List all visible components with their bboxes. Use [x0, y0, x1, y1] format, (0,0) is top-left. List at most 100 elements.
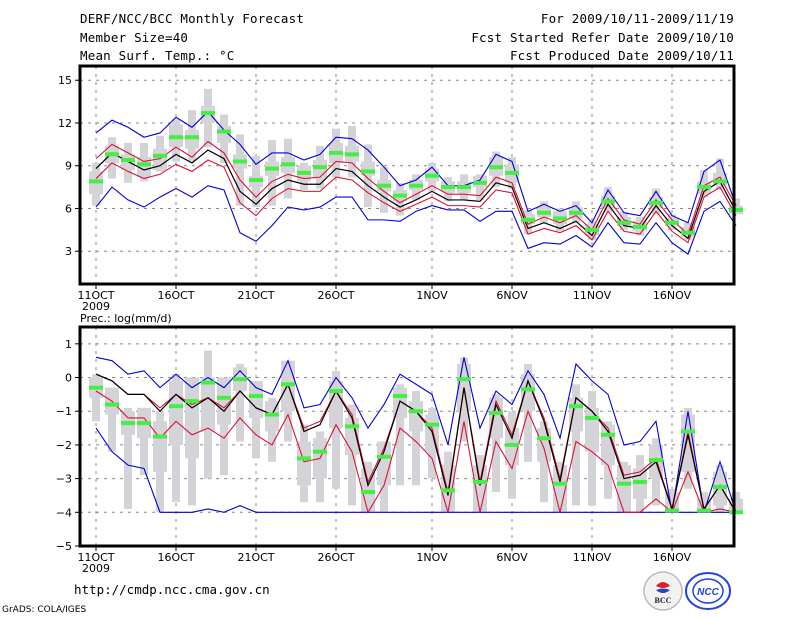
precip-xtick-label: 21OCT — [237, 551, 274, 564]
precip-year-label: 2009 — [82, 562, 110, 575]
temp-median-marker — [217, 129, 231, 134]
temp-median-marker — [265, 166, 279, 171]
precip-whisker-bar — [108, 387, 116, 452]
precip-median-marker — [105, 402, 119, 407]
precip-median-marker — [553, 481, 567, 486]
precip-median-marker — [457, 377, 471, 382]
temp-ytick-label: 3 — [65, 245, 72, 258]
temp-median-marker — [681, 230, 695, 235]
temp-xtick-label: 11OCT — [77, 289, 114, 302]
precip-median-marker — [633, 479, 647, 484]
precip-median-marker — [137, 421, 151, 426]
temp-median-marker — [329, 150, 343, 155]
precip-xtick-label: 16NOV — [653, 551, 692, 564]
precip-median-marker — [217, 395, 231, 400]
forecast-period: For 2009/10/11-2009/11/19 — [540, 11, 734, 26]
precip-median-marker — [505, 442, 519, 447]
precip-median-marker — [665, 508, 679, 513]
temp-xtick-label: 16OCT — [157, 289, 194, 302]
temp-ytick-label: 15 — [58, 74, 72, 87]
bcc-logo: BCC — [643, 571, 683, 611]
precip-median-marker — [297, 456, 311, 461]
temp-median-marker — [633, 225, 647, 230]
precip-median-marker — [489, 410, 503, 415]
temp-median-marker — [137, 162, 151, 167]
precip-median-marker — [649, 458, 663, 463]
bcc-logo-text: BCC — [655, 596, 672, 605]
temp-median-marker — [297, 170, 311, 175]
temp-median-marker — [249, 177, 263, 182]
temp-plot-frame — [78, 64, 736, 286]
precip-median-marker — [713, 485, 727, 490]
precip-median-marker — [329, 389, 343, 394]
temp-box — [137, 157, 151, 178]
precip-xtick-label: 6NOV — [496, 551, 528, 564]
precip-median-marker — [393, 394, 407, 399]
temp-box — [185, 130, 199, 149]
chart-title: DERF/NCC/BCC Monthly Forecast — [80, 11, 305, 26]
temp-median-marker — [377, 183, 391, 188]
precip-ytick-label: −3 — [56, 473, 72, 486]
precip-median-marker — [697, 508, 711, 513]
precip-whisker-bar — [220, 380, 228, 476]
temp-median-marker — [585, 227, 599, 232]
temp-xtick-label: 1NOV — [416, 289, 448, 302]
precip-whisker-bar — [252, 380, 260, 459]
precip-box — [617, 465, 631, 513]
temp-median-marker — [617, 220, 631, 225]
precip-median-marker — [521, 387, 535, 392]
temp-median-marker — [409, 183, 423, 188]
variable-label: Mean Surf. Temp.: °C — [80, 48, 235, 63]
precip-ytick-label: −4 — [56, 506, 72, 519]
temp-mean-line — [95, 149, 737, 240]
precip-ytick-label: −2 — [56, 439, 72, 452]
precip-box — [217, 377, 231, 425]
temp-median-marker — [505, 170, 519, 175]
temp-median-marker — [89, 179, 103, 184]
precip-median-marker — [281, 382, 295, 387]
precip-median-marker — [121, 421, 135, 426]
member-size-label: Member Size=40 — [80, 30, 189, 45]
precip-box — [169, 380, 183, 445]
precip-box — [473, 465, 487, 513]
temp-median-marker — [185, 135, 199, 140]
precip-median-marker — [409, 409, 423, 414]
precip-median-marker — [345, 424, 359, 429]
ncc-logo: NCC — [685, 572, 731, 610]
temp-median-marker — [233, 159, 247, 164]
temp-median-marker — [425, 173, 439, 178]
temp-median-marker — [649, 200, 663, 205]
temp-median-marker — [345, 152, 359, 157]
precip-box — [249, 380, 263, 418]
precip-median-marker — [729, 510, 743, 515]
precip-median-marker — [441, 488, 455, 493]
temp-xtick-label: 11NOV — [573, 289, 612, 302]
precip-xtick-label: 16OCT — [157, 551, 194, 564]
precip-median-marker — [585, 415, 599, 420]
temp-median-marker — [569, 210, 583, 215]
precip-xtick-label: 26OCT — [317, 551, 354, 564]
precip-whisker-bar — [572, 384, 580, 506]
precip-box — [521, 374, 535, 412]
precip-median-marker — [377, 454, 391, 459]
temp-median-marker — [473, 180, 487, 185]
precip-median-marker — [681, 429, 695, 434]
temp-median-marker — [713, 179, 727, 184]
temp-max-line — [95, 110, 737, 224]
temp-whisker-bar — [236, 134, 244, 206]
precip-median-marker — [185, 399, 199, 404]
source-url[interactable]: http://cmdp.ncc.cma.gov.cn — [74, 582, 270, 597]
temp-median-marker — [601, 199, 615, 204]
precip-ytick-label: −1 — [56, 405, 72, 418]
temp-median-marker — [201, 111, 215, 116]
precip-median-marker — [201, 380, 215, 385]
grads-credit: GrADS: COLA/IGES — [2, 605, 87, 615]
precip-xtick-label: 1NOV — [416, 551, 448, 564]
precip-whisker-bar — [236, 364, 244, 442]
temp-median-marker — [697, 185, 711, 190]
precip-median-marker — [425, 422, 439, 427]
temp-min-line — [95, 185, 737, 255]
precip-median-marker — [617, 481, 631, 486]
precip-box — [537, 428, 551, 462]
